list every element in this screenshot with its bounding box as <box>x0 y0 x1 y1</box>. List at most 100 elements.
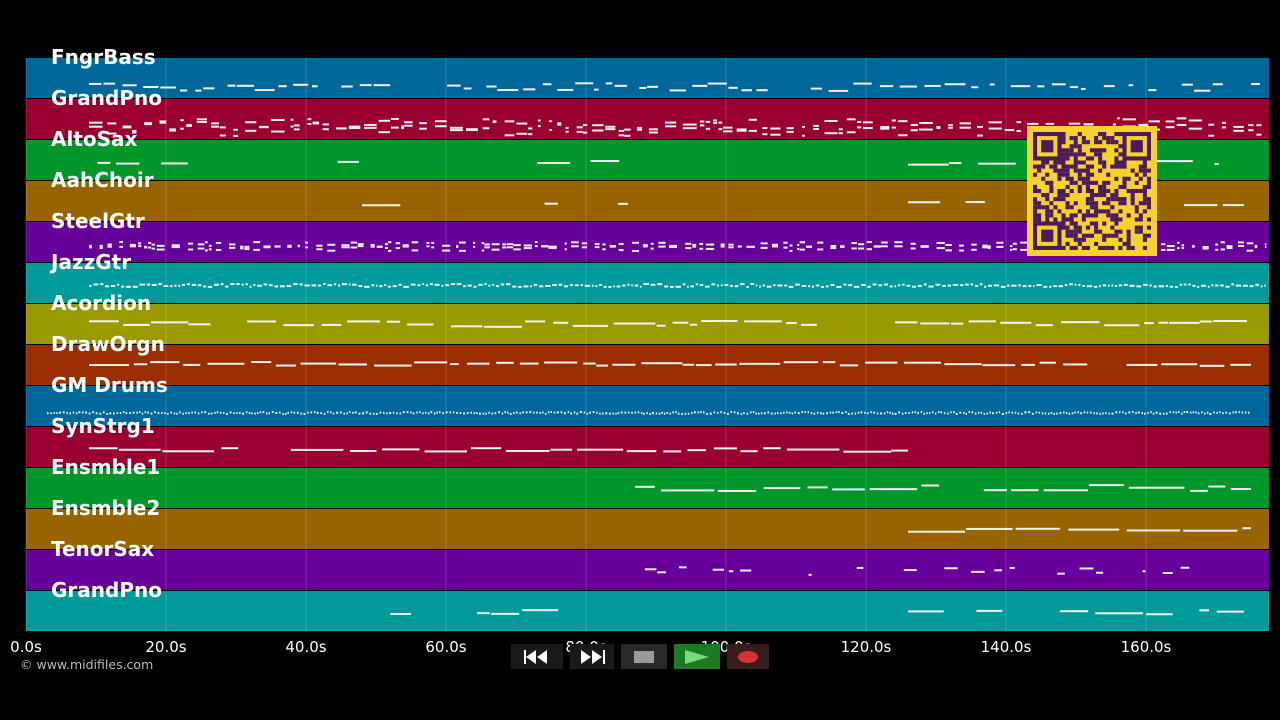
note <box>99 244 103 247</box>
note <box>1069 283 1073 286</box>
note <box>1068 528 1120 531</box>
note <box>1238 241 1245 244</box>
note <box>341 244 350 247</box>
rewind-button[interactable] <box>511 644 563 669</box>
note <box>392 285 397 288</box>
note <box>682 123 697 126</box>
record-button[interactable] <box>727 644 769 669</box>
note <box>622 284 626 287</box>
note <box>763 447 781 450</box>
note <box>682 283 686 286</box>
note <box>245 129 257 132</box>
note <box>639 86 647 89</box>
note <box>549 120 553 123</box>
note <box>1159 412 1162 415</box>
note <box>878 284 883 287</box>
note <box>226 412 228 415</box>
note <box>552 284 557 287</box>
note <box>486 85 497 88</box>
note <box>1128 486 1185 489</box>
note <box>1251 83 1260 86</box>
note <box>338 363 367 366</box>
note <box>817 241 824 244</box>
note <box>631 249 640 252</box>
note <box>290 411 293 414</box>
note <box>1001 412 1004 415</box>
note <box>1102 412 1104 415</box>
note <box>576 448 624 451</box>
note <box>290 448 344 451</box>
note <box>838 411 840 414</box>
note <box>1264 245 1267 248</box>
note <box>247 320 277 323</box>
play-button[interactable] <box>674 644 720 669</box>
note <box>484 246 490 249</box>
note <box>774 412 776 415</box>
note <box>770 412 773 415</box>
note <box>1083 123 1094 126</box>
note <box>322 128 329 131</box>
note <box>215 241 222 244</box>
note <box>358 412 361 415</box>
note <box>515 411 518 414</box>
note <box>846 118 856 121</box>
note <box>736 129 747 132</box>
note <box>631 284 633 287</box>
note <box>797 247 800 250</box>
note <box>123 323 150 326</box>
note <box>300 362 337 365</box>
note <box>384 243 388 246</box>
note <box>229 246 236 249</box>
note <box>1191 245 1195 248</box>
note <box>195 89 202 92</box>
note <box>1000 321 1032 324</box>
note <box>233 128 239 131</box>
note <box>107 243 112 246</box>
note <box>386 412 388 415</box>
note <box>829 411 832 414</box>
fast-forward-button[interactable] <box>570 644 614 669</box>
note <box>1220 284 1224 287</box>
note <box>808 573 812 576</box>
note <box>1136 285 1142 288</box>
note <box>497 88 519 91</box>
note <box>720 245 725 248</box>
note <box>362 204 401 207</box>
note <box>85 411 87 414</box>
note <box>496 361 514 364</box>
note <box>488 411 490 414</box>
note <box>262 411 265 414</box>
note <box>589 411 591 414</box>
note <box>838 132 843 135</box>
note <box>780 412 782 415</box>
note <box>450 283 456 286</box>
note <box>425 284 429 287</box>
note <box>463 285 466 288</box>
note <box>161 412 163 415</box>
note <box>491 412 494 415</box>
note <box>156 248 165 251</box>
note <box>675 411 677 414</box>
note <box>959 126 971 129</box>
note <box>553 321 569 324</box>
note <box>820 412 822 415</box>
note <box>188 412 190 415</box>
note <box>1177 411 1180 414</box>
note <box>1036 284 1042 287</box>
note <box>682 363 695 366</box>
note <box>1041 412 1044 415</box>
note <box>959 244 964 247</box>
stop-button[interactable] <box>621 644 667 669</box>
note <box>401 125 405 128</box>
note <box>442 244 451 247</box>
note <box>891 126 896 129</box>
note <box>728 86 738 89</box>
note <box>1165 412 1168 415</box>
note <box>544 361 578 364</box>
note <box>571 245 579 248</box>
note <box>672 411 674 414</box>
note <box>612 363 636 366</box>
note <box>203 285 207 288</box>
note <box>509 412 512 415</box>
note <box>968 411 971 414</box>
